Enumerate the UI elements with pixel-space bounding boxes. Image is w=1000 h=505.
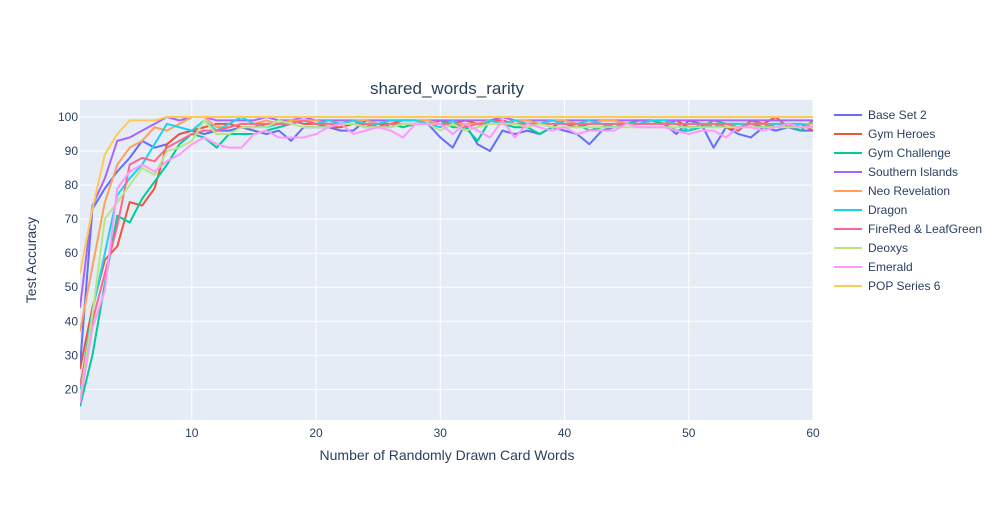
y-tick-label: 70 <box>65 212 79 226</box>
x-tick-label: 40 <box>558 426 572 440</box>
series-line-firered-leafgreen <box>80 119 813 387</box>
y-tick-label: 100 <box>58 110 78 124</box>
y-tick-label: 30 <box>65 348 79 362</box>
legend-label: Deoxys <box>868 241 908 255</box>
plot-area <box>80 100 813 420</box>
x-axis-title: Number of Randomly Drawn Card Words <box>320 447 575 463</box>
legend-item-emerald[interactable]: Emerald <box>834 260 913 274</box>
y-axis-ticks: 20 30 40 50 60 70 80 90 100 <box>58 110 78 396</box>
legend-label: Neo Revelation <box>868 184 950 198</box>
chart-title: shared_words_rarity <box>370 79 525 98</box>
y-tick-label: 40 <box>65 314 79 328</box>
legend-label: Dragon <box>868 203 907 217</box>
x-tick-label: 30 <box>434 426 448 440</box>
y-tick-label: 20 <box>65 382 79 396</box>
legend-item-base-set-2[interactable]: Base Set 2 <box>834 108 927 122</box>
legend-label: Emerald <box>868 260 913 274</box>
y-tick-label: 50 <box>65 280 79 294</box>
x-axis-ticks: 10 20 30 40 50 60 <box>185 426 820 440</box>
series-line-emerald <box>80 119 813 404</box>
series-line-deoxys <box>80 119 813 400</box>
legend-item-pop-series-6[interactable]: POP Series 6 <box>834 279 941 293</box>
legend-label: POP Series 6 <box>868 279 941 293</box>
y-tick-label: 80 <box>65 178 79 192</box>
x-tick-label: 60 <box>806 426 820 440</box>
series-lines <box>80 116 813 407</box>
legend-item-gym-heroes[interactable]: Gym Heroes <box>834 127 935 141</box>
legend-label: Gym Heroes <box>868 127 935 141</box>
legend-label: Base Set 2 <box>868 108 927 122</box>
legend-label: FireRed & LeafGreen <box>868 222 982 236</box>
y-axis-title: Test Accuracy <box>23 217 39 303</box>
legend-item-neo-revelation[interactable]: Neo Revelation <box>834 184 950 198</box>
legend-item-deoxys[interactable]: Deoxys <box>834 241 908 255</box>
x-tick-label: 10 <box>185 426 199 440</box>
x-gridlines <box>191 100 814 420</box>
legend: Base Set 2 Gym Heroes Gym Challenge Souther… <box>834 108 982 293</box>
series-line-pop-series-6 <box>80 116 813 274</box>
legend-item-southern-islands[interactable]: Southern Islands <box>834 165 958 179</box>
legend-item-firered-leafgreen[interactable]: FireRed & LeafGreen <box>834 222 982 236</box>
legend-item-dragon[interactable]: Dragon <box>834 203 907 217</box>
x-tick-label: 50 <box>682 426 696 440</box>
legend-label: Gym Challenge <box>868 146 951 160</box>
y-tick-label: 60 <box>65 246 79 260</box>
y-tick-label: 90 <box>65 144 79 158</box>
legend-item-gym-challenge[interactable]: Gym Challenge <box>834 146 951 160</box>
x-tick-label: 20 <box>309 426 323 440</box>
legend-label: Southern Islands <box>868 165 958 179</box>
